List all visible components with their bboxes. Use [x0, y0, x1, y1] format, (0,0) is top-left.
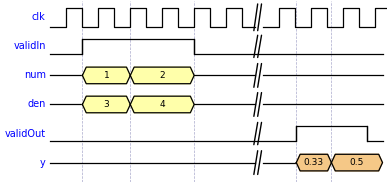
- Text: validOut: validOut: [5, 128, 46, 139]
- Text: 0.33: 0.33: [304, 158, 324, 167]
- Polygon shape: [296, 154, 331, 171]
- Text: num: num: [24, 70, 46, 80]
- Text: den: den: [27, 100, 46, 109]
- Polygon shape: [82, 67, 130, 84]
- Polygon shape: [130, 96, 194, 113]
- Text: 0.5: 0.5: [350, 158, 364, 167]
- Polygon shape: [82, 96, 130, 113]
- Text: validIn: validIn: [13, 41, 46, 51]
- Text: 4: 4: [159, 100, 165, 109]
- Text: 1: 1: [104, 71, 109, 80]
- Text: y: y: [40, 158, 46, 168]
- Polygon shape: [331, 154, 383, 171]
- Text: clk: clk: [32, 12, 46, 22]
- Text: 3: 3: [104, 100, 109, 109]
- Text: 2: 2: [159, 71, 165, 80]
- Polygon shape: [130, 67, 194, 84]
